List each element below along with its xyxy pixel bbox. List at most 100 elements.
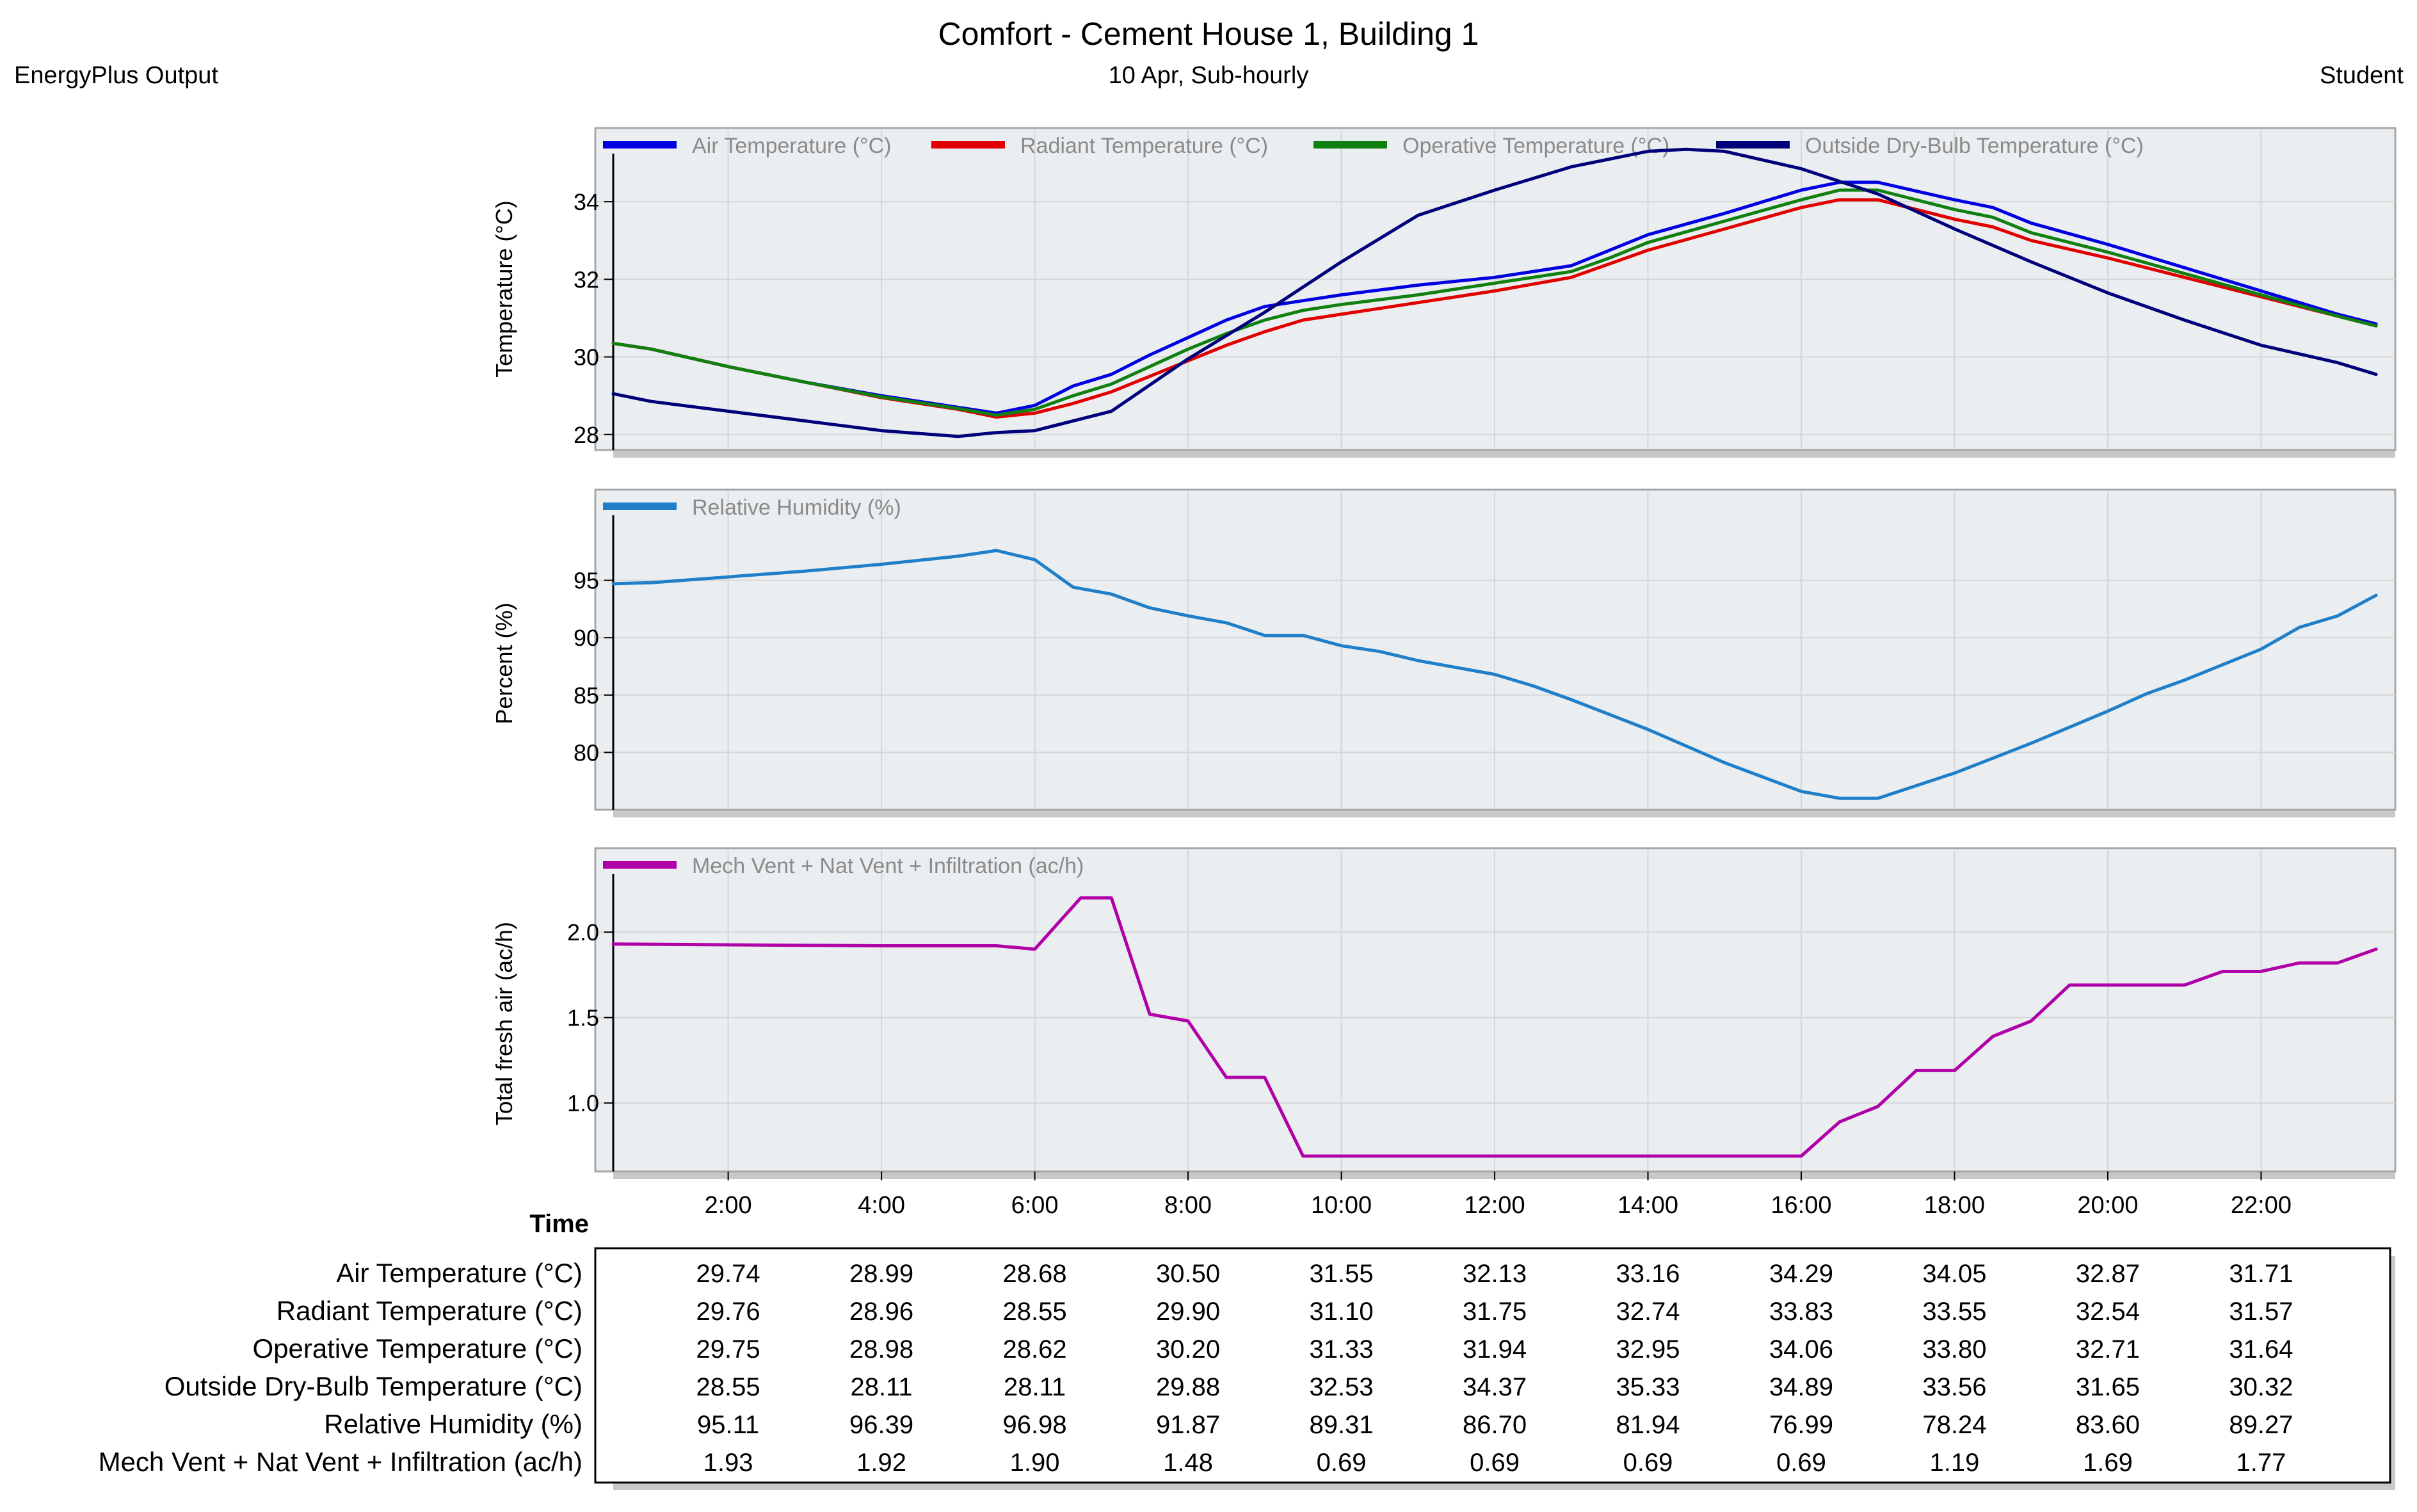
table-cell-3-2: 28.11 (1004, 1373, 1066, 1401)
table-cell-4-3: 91.87 (1156, 1411, 1220, 1439)
table-cell-4-1: 96.39 (849, 1411, 913, 1439)
table-cell-1-0: 29.76 (696, 1298, 760, 1326)
table-cell-4-0: 95.11 (697, 1411, 759, 1439)
table-cell-5-5: 0.69 (1470, 1449, 1520, 1477)
x-tick-label-6: 14:00 (1618, 1192, 1678, 1219)
humidity-legend-label-0: Relative Humidity (%) (692, 495, 901, 520)
table-cell-3-0: 28.55 (696, 1373, 760, 1401)
x-tick-label-4: 10:00 (1311, 1192, 1372, 1219)
temperature-legend-label-1: Radiant Temperature (°C) (1020, 134, 1268, 158)
table-row-label-1: Radiant Temperature (°C) (277, 1296, 582, 1326)
table-cell-1-3: 29.90 (1156, 1298, 1220, 1326)
header-right-label: Student (2320, 62, 2404, 89)
table-row-label-4: Relative Humidity (%) (324, 1409, 582, 1439)
table-cell-5-1: 1.92 (856, 1449, 906, 1477)
temperature-legend-label-3: Outside Dry-Bulb Temperature (°C) (1805, 134, 2144, 158)
table-cell-1-7: 33.83 (1769, 1298, 1833, 1326)
table-cell-1-8: 33.55 (1922, 1298, 1986, 1326)
table-cell-3-9: 31.65 (2076, 1373, 2140, 1401)
table-cell-5-7: 0.69 (1776, 1449, 1826, 1477)
humidity-ytick-label-1: 85 (574, 682, 599, 709)
ventilation-ytick-label-0: 1.0 (567, 1090, 599, 1116)
table-cell-3-8: 33.56 (1922, 1373, 1986, 1401)
table-cell-3-3: 29.88 (1156, 1373, 1220, 1401)
table-cell-5-4: 0.69 (1317, 1449, 1367, 1477)
header-left-label: EnergyPlus Output (14, 62, 218, 89)
temperature-series-line-3 (611, 147, 2378, 438)
humidity-ytick-label-3: 95 (574, 568, 599, 594)
table-cell-1-4: 31.10 (1309, 1298, 1373, 1326)
table-cell-2-4: 31.33 (1309, 1335, 1373, 1363)
x-tick-label-1: 4:00 (858, 1192, 905, 1219)
ventilation-ytick-label-2: 2.0 (567, 919, 599, 945)
temperature-ytick-label-1: 30 (574, 344, 599, 371)
x-axis: 2:00 4:00 6:00 8:00 10:00 12:00 14:00 16:00 18:0… (705, 1171, 2292, 1219)
temperature-y-axis-label: Temperature (°C) (491, 200, 517, 377)
x-tick-label-7: 16:00 (1771, 1192, 1831, 1219)
table-cell-3-10: 30.32 (2229, 1373, 2293, 1401)
temperature-ytick-label-3: 34 (574, 189, 599, 215)
table-cell-0-7: 34.29 (1769, 1260, 1833, 1288)
temperature-legend-swatch-2 (1313, 141, 1387, 149)
table-cell-2-5: 31.94 (1463, 1335, 1527, 1363)
humidity-y-axis-label: Percent (%) (491, 602, 517, 724)
ventilation-legend-label-0: Mech Vent + Nat Vent + Infiltration (ac/… (692, 854, 1084, 878)
table-cell-2-7: 34.06 (1769, 1335, 1833, 1363)
x-tick-label-8: 18:00 (1924, 1192, 1985, 1219)
table-cell-0-10: 31.71 (2229, 1260, 2293, 1288)
chart-panels: 28 30 32 34 Temperature (°C) Air Temperature … (491, 127, 2397, 1179)
temperature-series-line-2 (611, 188, 2378, 417)
table-cell-5-6: 0.69 (1623, 1449, 1673, 1477)
table-frame (594, 1247, 2391, 1484)
table-cell-5-2: 1.90 (1010, 1449, 1060, 1477)
table-cell-1-1: 28.96 (849, 1298, 913, 1326)
table-cell-2-8: 33.80 (1922, 1335, 1986, 1363)
table-cell-3-6: 35.33 (1616, 1373, 1680, 1401)
x-tick-label-3: 8:00 (1164, 1192, 1212, 1219)
table-cell-0-8: 34.05 (1922, 1260, 1986, 1288)
x-axis-label: Time (529, 1210, 589, 1238)
table-cell-2-6: 32.95 (1616, 1335, 1680, 1363)
table-cell-0-1: 28.99 (849, 1260, 913, 1288)
table-cell-2-1: 28.98 (849, 1335, 913, 1363)
table-cell-5-9: 1.69 (2083, 1449, 2133, 1477)
x-tick-label-2: 6:00 (1011, 1192, 1059, 1219)
table-cell-2-0: 29.75 (696, 1335, 760, 1363)
table-cell-3-1: 28.11 (851, 1373, 913, 1401)
temperature-ytick-label-0: 28 (574, 422, 599, 448)
table-cell-2-10: 31.64 (2229, 1335, 2293, 1363)
table-cell-0-9: 32.87 (2076, 1260, 2140, 1288)
table-cell-4-7: 76.99 (1769, 1411, 1833, 1439)
table-cell-4-8: 78.24 (1922, 1411, 1986, 1439)
ventilation-ytick-label-1: 1.5 (567, 1005, 599, 1031)
table-cell-0-2: 28.68 (1003, 1260, 1067, 1288)
ventilation-panel: 1.0 1.5 2.0 Total fresh air (ac/h) Mech Vent… (491, 847, 2397, 1179)
humidity-series-line-0 (611, 549, 2378, 800)
humidity-legend-swatch-0 (603, 503, 677, 510)
ventilation-series-line-0 (611, 896, 2378, 1158)
table-cell-5-10: 1.77 (2236, 1449, 2286, 1477)
chart-title: Comfort - Cement House 1, Building 1 (938, 16, 1479, 52)
table-row-label-5: Mech Vent + Nat Vent + Infiltration (ac/… (99, 1447, 582, 1477)
table-cell-1-9: 32.54 (2076, 1298, 2140, 1326)
table-cell-2-3: 30.20 (1156, 1335, 1220, 1363)
humidity-ytick-label-0: 80 (574, 739, 599, 766)
table-cell-1-10: 31.57 (2229, 1298, 2293, 1326)
table-cell-3-7: 34.89 (1769, 1373, 1833, 1401)
table-cell-0-6: 33.16 (1616, 1260, 1680, 1288)
table-cell-5-8: 1.19 (1930, 1449, 1980, 1477)
table-cell-4-9: 83.60 (2076, 1411, 2140, 1439)
x-tick-label-10: 22:00 (2231, 1192, 2292, 1219)
table-cell-0-5: 32.13 (1463, 1260, 1527, 1288)
humidity-ytick-label-2: 90 (574, 625, 599, 651)
temperature-legend-swatch-0 (603, 141, 677, 149)
table-cell-4-10: 89.27 (2229, 1411, 2293, 1439)
ventilation-legend-swatch-0 (603, 861, 677, 869)
table-cell-2-9: 32.71 (2076, 1335, 2140, 1363)
temperature-legend-label-0: Air Temperature (°C) (692, 134, 892, 158)
humidity-panel: 80 85 90 95 Percent (%) Relative Humidity (%) (491, 488, 2397, 817)
table-cell-1-2: 28.55 (1003, 1298, 1067, 1326)
table-cell-1-6: 32.74 (1616, 1298, 1680, 1326)
temperature-ytick-label-2: 32 (574, 266, 599, 293)
